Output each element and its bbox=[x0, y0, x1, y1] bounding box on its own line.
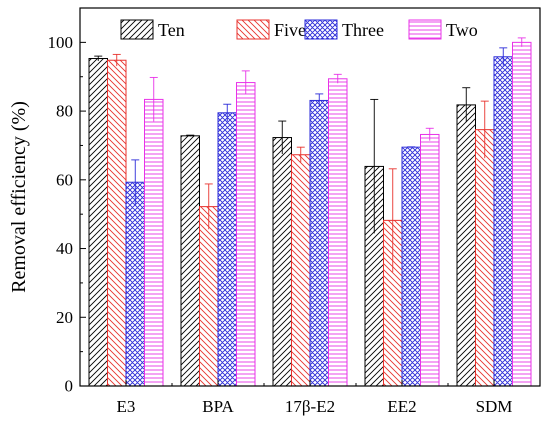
bar-two-1 bbox=[236, 82, 256, 387]
y-tick-label: 100 bbox=[48, 33, 74, 52]
legend-swatch bbox=[236, 19, 270, 40]
y-axis: 0 20 40 60 80 100 bbox=[48, 33, 86, 396]
error-bar-three-4 bbox=[499, 47, 508, 66]
y-tick-label: 60 bbox=[56, 170, 73, 189]
y-tick-label: 20 bbox=[56, 308, 73, 327]
error-bar-three-2 bbox=[315, 93, 324, 107]
y-axis-label: Removal efficiency (%) bbox=[8, 101, 30, 293]
legend-item-three: Three bbox=[304, 19, 384, 40]
error-bar-three-1 bbox=[223, 103, 232, 122]
bar-two-4 bbox=[512, 41, 532, 387]
x-tick-label-1: BPA bbox=[202, 397, 234, 416]
legend-item-ten: Ten bbox=[120, 19, 185, 40]
bars-group bbox=[88, 41, 532, 387]
legend-label: Two bbox=[446, 20, 478, 40]
bar-five-1 bbox=[199, 206, 219, 387]
error-bar-two-1 bbox=[241, 70, 250, 95]
error-bar-five-3 bbox=[388, 168, 397, 272]
error-bar-ten-1 bbox=[186, 134, 195, 137]
bar-three-3 bbox=[401, 146, 421, 387]
bar-ten-2 bbox=[272, 137, 292, 387]
y-tick-label: 40 bbox=[56, 239, 73, 258]
legend-label: Three bbox=[342, 20, 384, 40]
x-tick-label-0: E3 bbox=[117, 397, 136, 416]
error-bar-two-0 bbox=[149, 76, 158, 122]
legend-swatch bbox=[120, 19, 154, 40]
x-tick-label-3: EE2 bbox=[387, 397, 416, 416]
error-bar-three-0 bbox=[131, 159, 140, 205]
legend-swatch bbox=[408, 19, 442, 40]
bar-three-4 bbox=[493, 56, 513, 387]
error-bar-ten-4 bbox=[462, 87, 471, 123]
bar-ten-4 bbox=[456, 104, 476, 387]
legend-label: Five bbox=[274, 20, 306, 40]
bar-ten-0 bbox=[88, 58, 108, 387]
error-bar-five-4 bbox=[480, 100, 489, 159]
bar-three-2 bbox=[309, 99, 329, 387]
error-bar-two-2 bbox=[333, 73, 342, 84]
error-bar-five-0 bbox=[112, 53, 121, 67]
error-bar-five-1 bbox=[204, 183, 213, 230]
error-bar-two-3 bbox=[425, 127, 434, 141]
error-bars-group bbox=[94, 37, 526, 272]
bar-five-0 bbox=[107, 59, 127, 387]
error-bar-five-2 bbox=[296, 146, 305, 163]
error-bar-ten-2 bbox=[278, 120, 287, 155]
y-tick-label: 0 bbox=[65, 377, 74, 396]
error-bar-two-4 bbox=[517, 37, 526, 47]
bar-three-0 bbox=[125, 181, 145, 387]
error-bar-three-3 bbox=[407, 146, 416, 148]
bar-three-1 bbox=[217, 112, 237, 387]
legend-item-five: Five bbox=[236, 19, 306, 40]
x-tick-label-2: 17β-E2 bbox=[285, 397, 335, 416]
bar-five-2 bbox=[291, 154, 311, 387]
bar-ten-1 bbox=[180, 135, 200, 387]
error-bar-ten-0 bbox=[94, 55, 103, 61]
bar-two-0 bbox=[144, 98, 164, 387]
bar-two-2 bbox=[328, 78, 348, 387]
error-bar-ten-3 bbox=[370, 98, 379, 234]
x-tick-label-4: SDM bbox=[476, 397, 513, 416]
legend-item-two: Two bbox=[408, 19, 478, 40]
legend-label: Ten bbox=[158, 20, 185, 40]
x-axis: E3 BPA 17β-E2 EE2 SDM bbox=[117, 380, 513, 416]
legend: Ten Five Three Two bbox=[120, 19, 478, 40]
bar-two-3 bbox=[420, 133, 440, 387]
legend-swatch bbox=[304, 19, 338, 40]
y-tick-label: 80 bbox=[56, 102, 73, 121]
bar-five-4 bbox=[475, 129, 495, 387]
